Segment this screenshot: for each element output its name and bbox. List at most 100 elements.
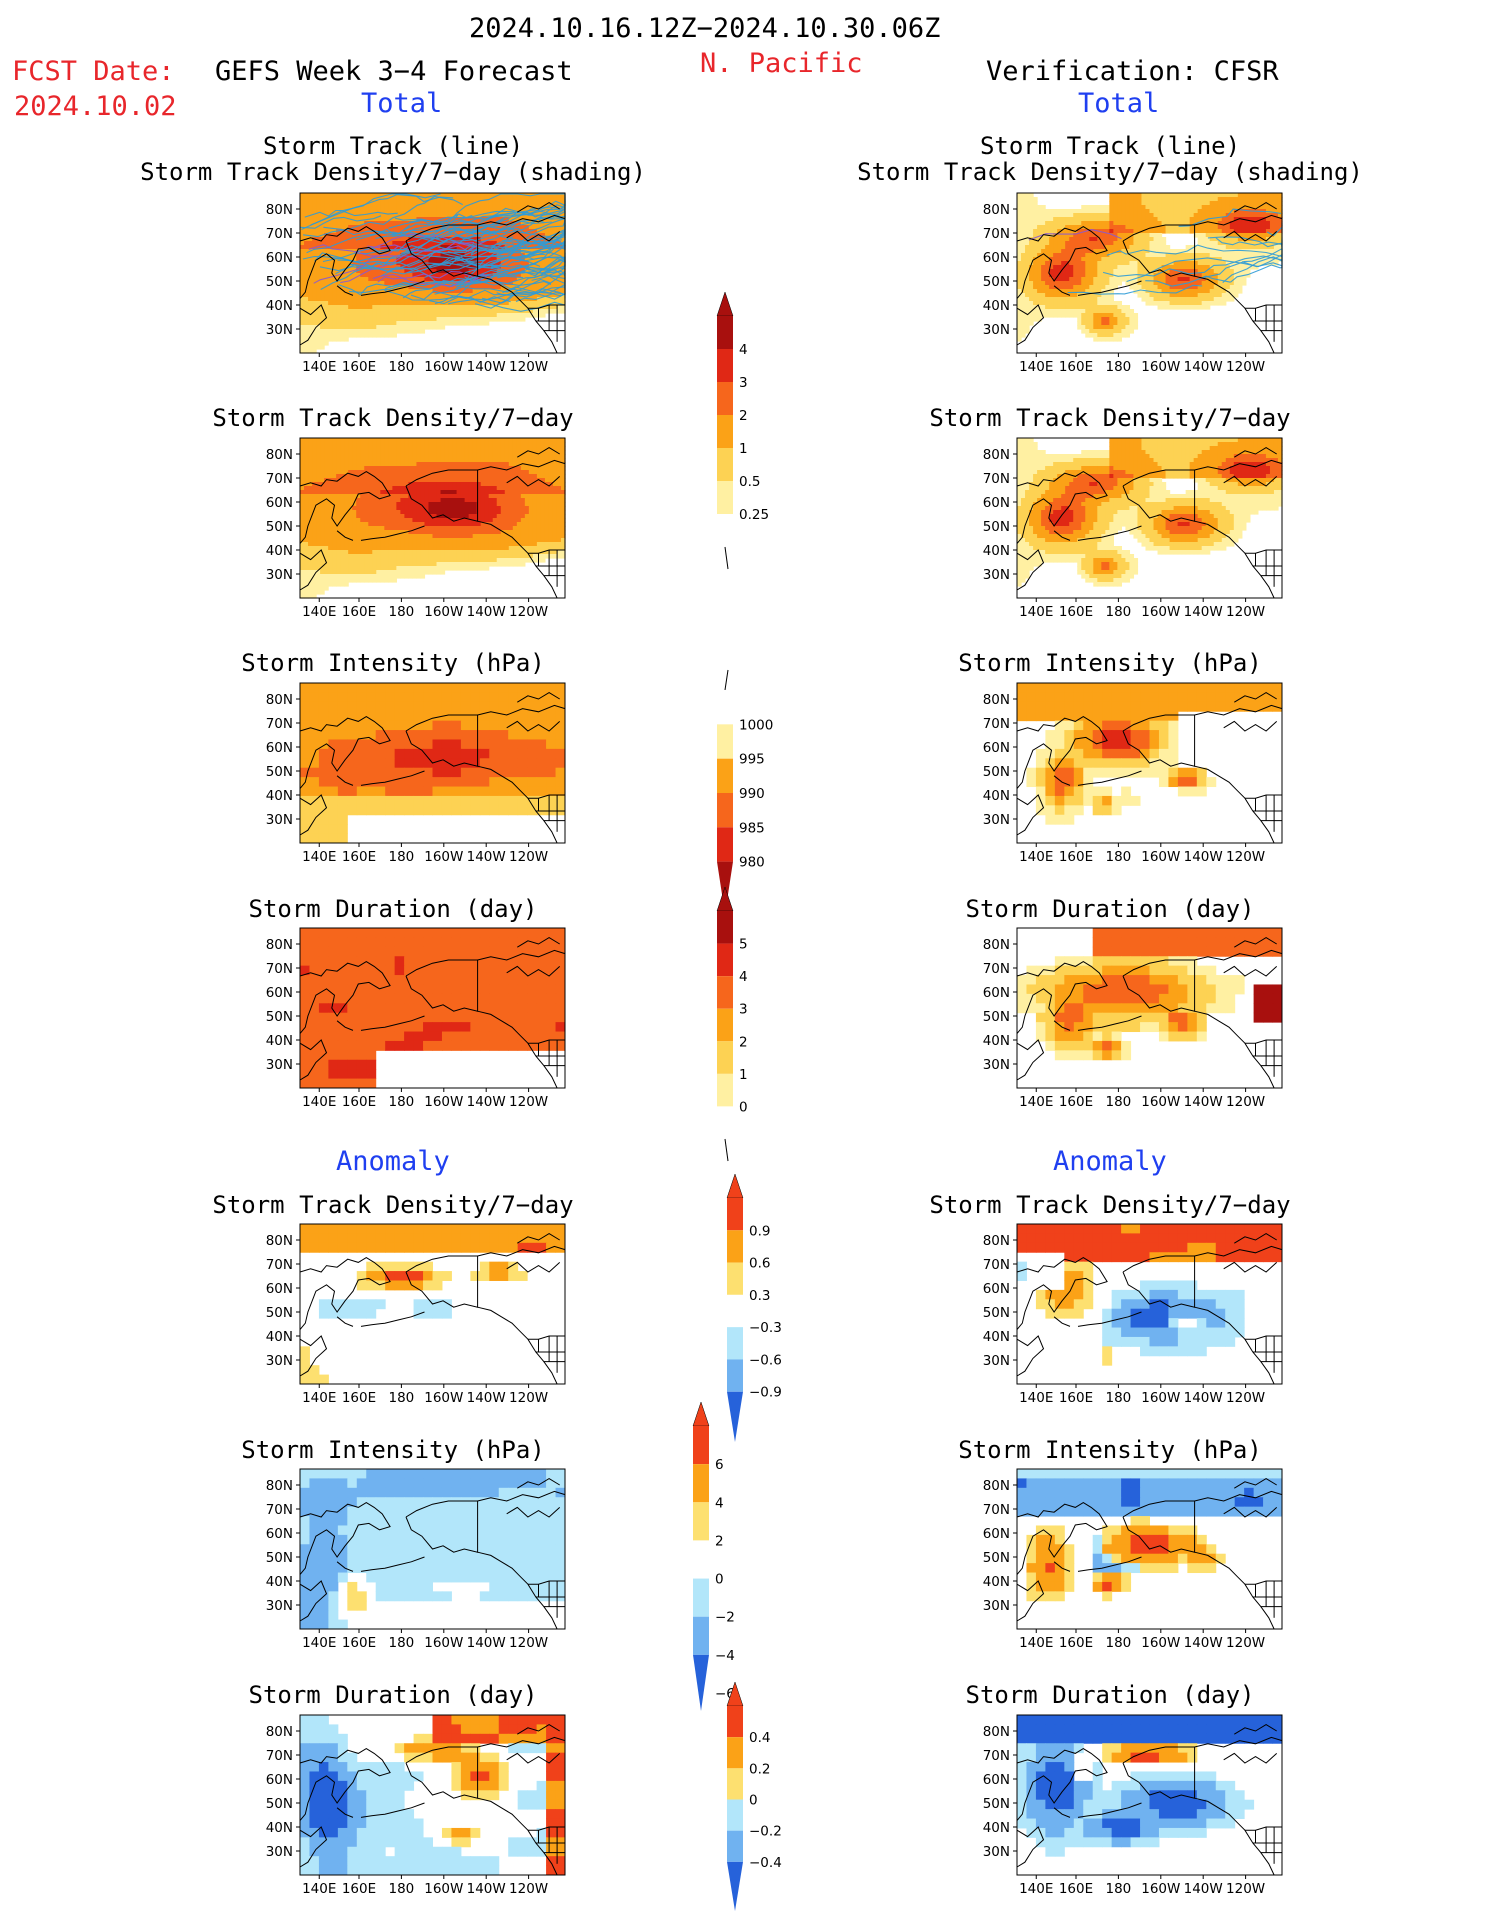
lon-tick-label: 140W (1184, 1635, 1223, 1651)
colorbar-label: 990 (739, 786, 765, 802)
lat-tick-label: 60N (983, 1772, 1010, 1788)
lat-tick-label: 80N (266, 1233, 293, 1249)
lon-tick-label: 140E (302, 1881, 336, 1897)
panel-title-cfsr-duration: Storm Duration (day) (810, 897, 1410, 921)
lon-tick-label: 160E (1059, 1390, 1093, 1406)
date-range-title: 2024.10.16.12Z−2024.10.30.06Z (469, 15, 940, 42)
lat-tick-label: 60N (266, 1281, 293, 1297)
colorbar-label: 0.9 (749, 1223, 770, 1239)
left-total-label: Total (361, 90, 442, 117)
lon-tick-label: 180 (1106, 1881, 1132, 1897)
lat-tick-label: 60N (266, 740, 293, 756)
lon-tick-label: 180 (389, 359, 415, 375)
panel-title-cfsr-duration-anom: Storm Duration (day) (810, 1683, 1410, 1707)
lon-tick-label: 160W (1141, 849, 1180, 865)
lat-tick-label: 70N (266, 1257, 293, 1273)
lon-tick-label: 120W (1226, 1881, 1265, 1897)
lat-tick-label: 70N (266, 1502, 293, 1518)
colorbar-label: 0 (749, 1793, 758, 1809)
lat-tick-label: 40N (983, 1033, 1010, 1049)
lat-tick-label: 40N (983, 1574, 1010, 1590)
lon-tick-label: 120W (509, 1635, 548, 1651)
lat-tick-label: 80N (266, 937, 293, 953)
colorbar-label: 4 (715, 1495, 724, 1511)
lat-tick-label: 30N (266, 1598, 293, 1614)
lat-tick-label: 70N (983, 1257, 1010, 1273)
lon-tick-label: 140E (1019, 1094, 1053, 1110)
lon-tick-label: 120W (509, 849, 548, 865)
lon-tick-label: 140W (467, 604, 506, 620)
lon-tick-label: 140W (467, 359, 506, 375)
colorbar-label: 1000 (739, 717, 773, 733)
lat-tick-label: 60N (266, 985, 293, 1001)
lon-tick-label: 140W (1184, 849, 1223, 865)
lat-tick-label: 40N (983, 1329, 1010, 1345)
lat-tick-label: 80N (983, 202, 1010, 218)
colorbar-label: −0.9 (749, 1385, 782, 1401)
lon-tick-label: 180 (389, 1390, 415, 1406)
lon-tick-label: 160W (424, 359, 463, 375)
colorbar-label: 6 (715, 1457, 724, 1473)
lat-tick-label: 50N (266, 1009, 293, 1025)
lat-tick-label: 30N (983, 812, 1010, 828)
lat-tick-label: 60N (266, 1772, 293, 1788)
lon-tick-label: 160W (424, 1881, 463, 1897)
lon-tick-label: 180 (1106, 604, 1132, 620)
lon-tick-label: 140W (1184, 1881, 1223, 1897)
lon-tick-label: 180 (389, 1635, 415, 1651)
lon-tick-label: 140W (467, 849, 506, 865)
lon-tick-label: 140E (1019, 849, 1053, 865)
lat-tick-label: 70N (266, 471, 293, 487)
lat-tick-label: 70N (266, 226, 293, 242)
verification-label: Verification: CFSR (986, 58, 1279, 85)
lon-tick-label: 140E (302, 1094, 336, 1110)
lon-tick-label: 160E (1059, 604, 1093, 620)
panel-title-gefs-trackline: Storm Track (line) (93, 134, 693, 158)
colorbar-label: 0.4 (749, 1730, 770, 1746)
panel-title-gefs-duration-anom: Storm Duration (day) (93, 1683, 693, 1707)
lon-tick-label: 120W (1226, 1635, 1265, 1651)
lat-tick-label: 70N (983, 1748, 1010, 1764)
lon-tick-label: 160W (424, 604, 463, 620)
lat-tick-label: 70N (983, 226, 1010, 242)
lon-tick-label: 160W (1141, 359, 1180, 375)
lon-tick-label: 160E (1059, 1635, 1093, 1651)
lon-tick-label: 140E (1019, 604, 1053, 620)
lon-tick-label: 140E (1019, 359, 1053, 375)
colorbar-label: 0 (739, 1099, 748, 1115)
lat-tick-label: 40N (266, 788, 293, 804)
panel-title-cfsr-intensity: Storm Intensity (hPa) (810, 651, 1410, 675)
lon-tick-label: 140W (467, 1094, 506, 1110)
lon-tick-label: 120W (1226, 1094, 1265, 1110)
lon-tick-label: 140W (1184, 604, 1223, 620)
left-anomaly-label: Anomaly (336, 1148, 450, 1175)
lat-tick-label: 30N (266, 812, 293, 828)
lon-tick-label: 180 (1106, 359, 1132, 375)
lat-tick-label: 40N (983, 543, 1010, 559)
lon-tick-label: 140E (1019, 1881, 1053, 1897)
lat-tick-label: 30N (983, 1598, 1010, 1614)
colorbar-label: −0.4 (749, 1855, 782, 1871)
panel-title-cfsr-trackshade: Storm Track Density/7−day (shading) (810, 160, 1410, 184)
lon-tick-label: 140W (467, 1390, 506, 1406)
lat-tick-label: 70N (266, 961, 293, 977)
lat-tick-label: 80N (983, 937, 1010, 953)
colorbar-label: 3 (739, 375, 748, 391)
colorbar-label: 0.6 (749, 1256, 770, 1272)
lat-tick-label: 60N (983, 495, 1010, 511)
